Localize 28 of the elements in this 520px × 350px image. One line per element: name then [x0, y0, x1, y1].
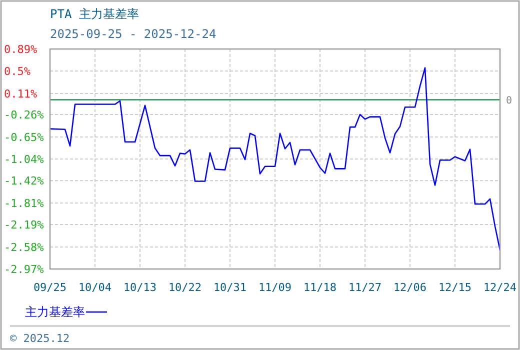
y-tick-label: 0.89%	[4, 43, 38, 56]
x-tick-label: 10/13	[123, 281, 157, 294]
chart-subtitle: 2025-09-25 - 2025-12-24	[50, 27, 216, 41]
y-tick-label: 0.5%	[4, 65, 31, 78]
x-tick-label: 12/24	[483, 281, 517, 294]
y-tick-label: -1.81%	[4, 197, 44, 210]
x-tick-label: 11/27	[348, 281, 382, 294]
x-tick-label: 12/15	[438, 281, 472, 294]
y-tick-label: -2.58%	[4, 241, 44, 254]
x-tick-label: 10/22	[168, 281, 202, 294]
x-tick-label: 11/09	[258, 281, 292, 294]
x-tick-label: 09/25	[33, 281, 67, 294]
y-tick-label: -1.04%	[4, 153, 44, 166]
y-tick-label: -0.65%	[4, 131, 44, 144]
line-series	[49, 67, 501, 251]
x-tick-label: 10/04	[78, 281, 112, 294]
y-tick-label: -2.97%	[4, 263, 44, 276]
chart-title: PTA 主力基差率	[50, 7, 139, 21]
text: © 2025.12	[10, 332, 70, 345]
x-tick-label: 11/18	[303, 281, 337, 294]
y-tick-label: 0.11%	[4, 87, 38, 100]
x-tick-label: 10/31	[213, 281, 247, 294]
legend-label: 主力基差率	[25, 305, 85, 319]
y-tick-label: -2.19%	[4, 218, 44, 232]
x-tick-label: 12/06	[393, 281, 427, 294]
y-tick-label: -0.26%	[4, 108, 44, 122]
y-tick-label: -1.42%	[4, 174, 44, 188]
ref-line-label: 0	[506, 96, 512, 107]
